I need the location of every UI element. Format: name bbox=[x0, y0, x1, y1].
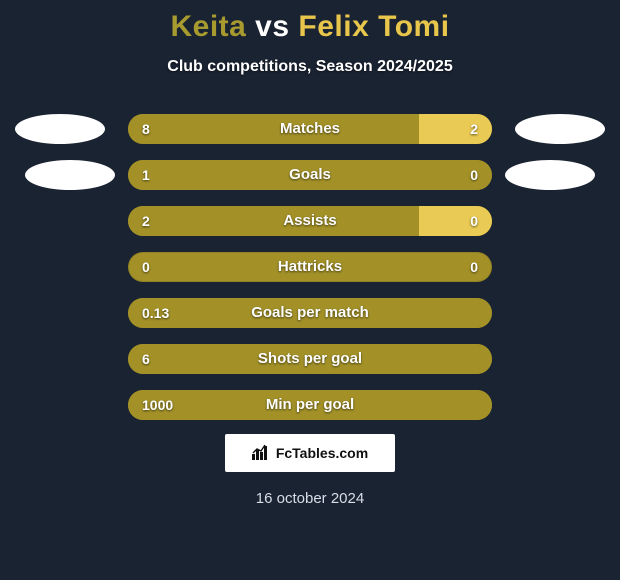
stat-bar-row: Goals per match0.13 bbox=[128, 298, 492, 328]
bars-icon bbox=[252, 444, 270, 463]
stat-bar-left-value: 1000 bbox=[142, 390, 173, 420]
player-placeholder-ellipse bbox=[505, 160, 595, 190]
player2-name: Felix Tomi bbox=[298, 10, 449, 43]
stat-bar-label: Matches bbox=[128, 114, 492, 144]
date-label: 16 october 2024 bbox=[0, 490, 620, 507]
stat-bar-label: Shots per goal bbox=[128, 344, 492, 374]
comparison-chart: Matches82Goals10Assists20Hattricks00Goal… bbox=[0, 114, 620, 424]
stat-bar-label: Assists bbox=[128, 206, 492, 236]
player-placeholder-ellipse bbox=[15, 114, 105, 144]
stat-bar-left-value: 2 bbox=[142, 206, 150, 236]
stat-bar-left-value: 1 bbox=[142, 160, 150, 190]
bars-container: Matches82Goals10Assists20Hattricks00Goal… bbox=[128, 114, 492, 420]
stat-bar-right-value: 0 bbox=[470, 160, 478, 190]
watermark-badge: FcTables.com bbox=[225, 434, 395, 472]
subtitle: Club competitions, Season 2024/2025 bbox=[0, 58, 620, 76]
stat-bar-right-value: 2 bbox=[470, 114, 478, 144]
stat-bar-left-value: 6 bbox=[142, 344, 150, 374]
stat-bar-row: Min per goal1000 bbox=[128, 390, 492, 420]
stat-bar-label: Min per goal bbox=[128, 390, 492, 420]
stat-bar-label: Goals per match bbox=[128, 298, 492, 328]
player-placeholder-ellipse bbox=[25, 160, 115, 190]
player1-name: Keita bbox=[170, 10, 246, 43]
stat-bar-right-value: 0 bbox=[470, 206, 478, 236]
player-placeholder-ellipse bbox=[515, 114, 605, 144]
vs-label: vs bbox=[255, 10, 289, 43]
stat-bar-label: Goals bbox=[128, 160, 492, 190]
stat-bar-row: Matches8 2 bbox=[128, 114, 492, 144]
stat-bar-label: Hattricks bbox=[128, 252, 492, 282]
stat-bar-row: Shots per goal6 bbox=[128, 344, 492, 374]
comparison-title: Keita vs Felix Tomi bbox=[0, 0, 620, 44]
stat-bar-row: Assists2 0 bbox=[128, 206, 492, 236]
stat-bar-right-value: 0 bbox=[470, 252, 478, 282]
watermark-text: FcTables.com bbox=[276, 445, 368, 461]
stat-bar-row: Goals1 0 bbox=[128, 160, 492, 190]
stat-bar-left-value: 0.13 bbox=[142, 298, 169, 328]
stat-bar-left-value: 0 bbox=[142, 252, 150, 282]
stat-bar-left-value: 8 bbox=[142, 114, 150, 144]
stat-bar-row: Hattricks0 0 bbox=[128, 252, 492, 282]
